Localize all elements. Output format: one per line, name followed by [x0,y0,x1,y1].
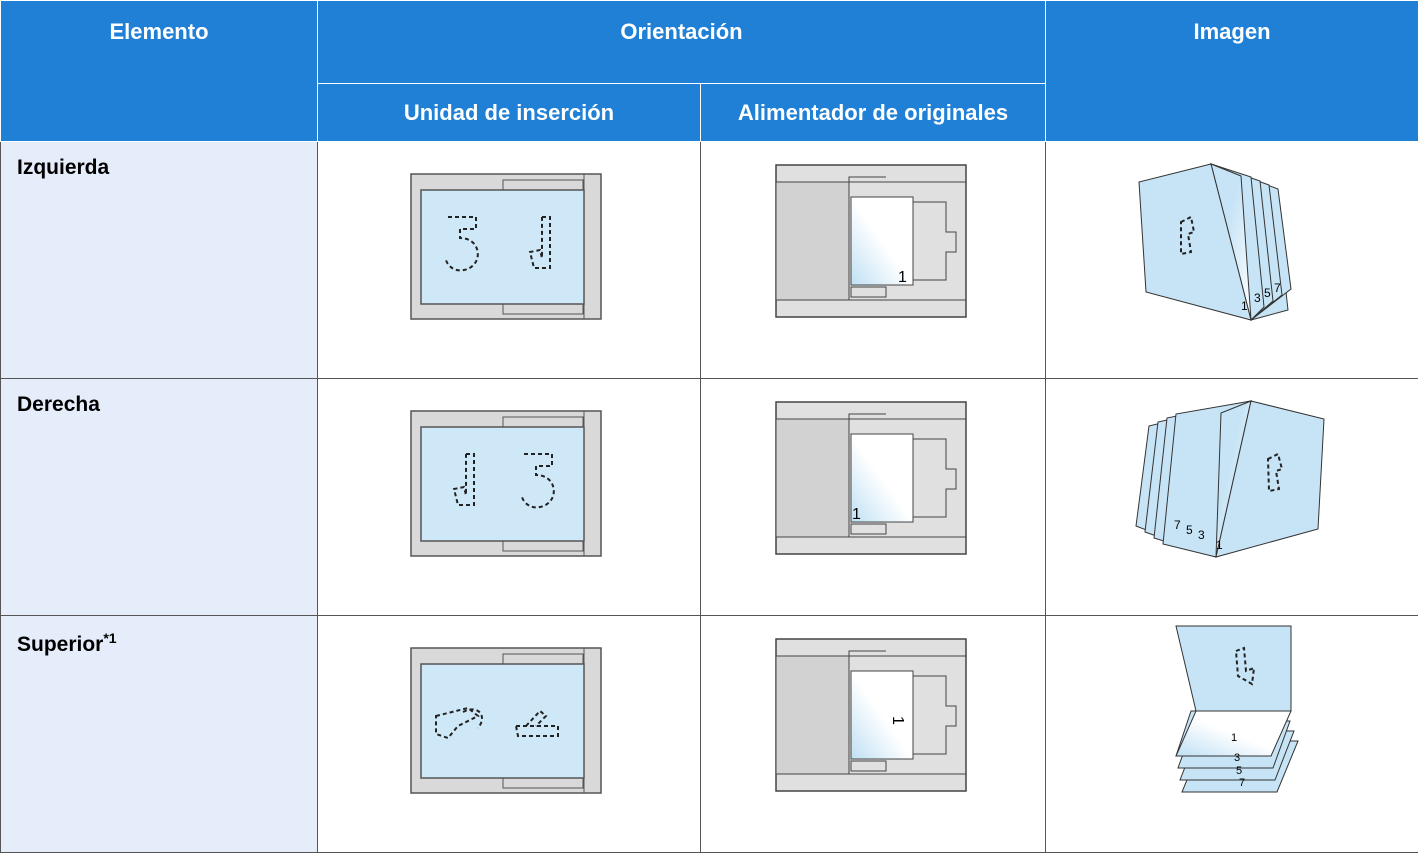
page-number: 3 [1254,291,1261,305]
header-row: Elemento Orientación Imagen [1,1,1418,84]
page-number: 1 [1216,538,1223,552]
illustration-shape [421,664,584,778]
feeder-illustration: 1 [701,142,1046,379]
header-cell: Unidad de inserción [318,84,701,142]
label-text: Superior [17,633,103,656]
page-number: 3 [1198,528,1205,542]
page-number: 1 [898,269,907,286]
page-number: 1 [1231,732,1237,744]
glass-illustration [318,142,701,379]
illustration-shape [851,671,913,759]
row-label: Superior*1 [1,616,318,853]
glass-drawing [318,616,701,826]
row-label: Derecha [1,379,318,616]
page-number: 5 [1186,523,1193,537]
page-number: 5 [1236,765,1242,777]
feeder-drawing: 1 [701,616,1046,826]
header-cell: Elemento [1,1,318,142]
feeder-drawing: 1 [701,379,1046,589]
feeder-illustration: 1 [701,616,1046,853]
header-cell: Imagen [1046,1,1418,142]
page: Elemento Orientación Imagen Unidad de in… [0,0,1418,748]
label-text: Derecha [17,393,100,416]
footnote-ref: *1 [103,630,116,646]
illustration-shape [421,427,584,541]
illustration-shape [776,419,849,537]
page-number: 7 [1174,518,1181,532]
illustration-shape [1176,626,1291,711]
illustration-shape [421,190,584,304]
illustration-shape [776,656,849,774]
glass-illustration [318,616,701,853]
page-number: 1 [1241,299,1248,313]
page-number: 5 [1264,286,1271,300]
page-number: 3 [1234,752,1240,764]
page-number: 1 [889,716,906,725]
page-number: 1 [852,506,861,523]
illustration-shape [776,182,849,300]
page-number: 7 [1239,777,1245,789]
glass-illustration [318,379,701,616]
header-cell: Orientación [318,1,1046,84]
glass-drawing [318,142,701,352]
row-label: Izquierda [1,142,318,379]
feeder-drawing: 1 [701,142,1046,352]
book-drawing: 1 357 [1046,616,1418,826]
page-number: 7 [1274,281,1281,295]
feeder-illustration: 1 [701,379,1046,616]
header-cell: Alimentador de originales [701,84,1046,142]
glass-drawing [318,379,701,589]
label-text: Izquierda [17,156,109,179]
